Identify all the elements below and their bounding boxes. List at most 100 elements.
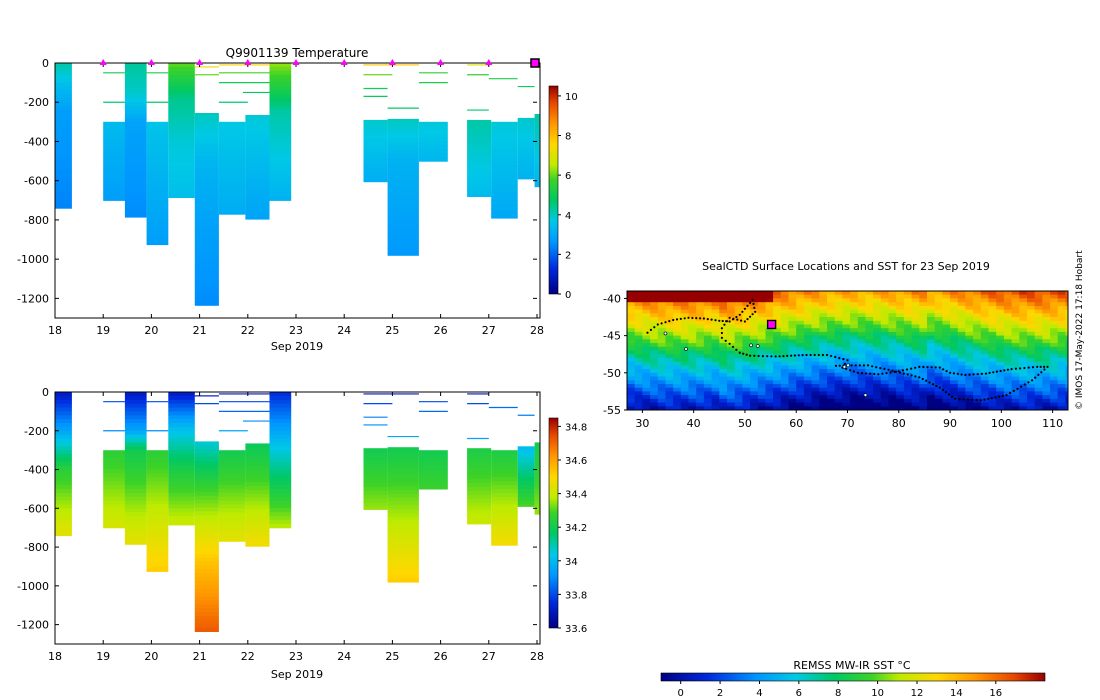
sst-cell	[903, 320, 913, 326]
sst-cell	[703, 357, 713, 363]
sst-cell	[665, 372, 674, 378]
sst-cell	[950, 302, 959, 307]
sst-cell	[1034, 335, 1043, 340]
profile-slice	[467, 494, 492, 500]
sst-cell	[1057, 320, 1066, 326]
sst-cell	[927, 387, 936, 392]
profile-slice	[467, 182, 492, 188]
sst-cell	[650, 309, 659, 314]
profile-slice	[534, 488, 540, 494]
sst-cell	[627, 365, 636, 370]
profile-slice	[467, 159, 492, 164]
sst-cell	[665, 350, 674, 355]
profile-slice	[194, 538, 219, 543]
profile-slice	[245, 528, 270, 534]
sst-cell	[1011, 331, 1020, 337]
sst-cell	[1011, 294, 1020, 299]
sst-cell	[742, 302, 751, 307]
track-point	[746, 318, 749, 321]
track-point	[751, 313, 754, 316]
sst-cell	[942, 372, 951, 378]
sst-cell	[865, 361, 874, 366]
sst-cell	[857, 298, 867, 303]
sst-cell	[819, 343, 828, 348]
sst-cell	[834, 343, 843, 348]
profile-slice	[517, 141, 535, 146]
sst-cell	[765, 331, 774, 337]
sst-cell	[1057, 291, 1066, 296]
sst-cell	[827, 361, 836, 366]
sst-cell	[627, 324, 636, 329]
sst-cell	[957, 298, 967, 303]
track-point	[958, 398, 961, 401]
profile-slice	[146, 469, 169, 474]
sst-cell	[665, 343, 674, 348]
sst-cell	[903, 291, 913, 296]
profile-slice	[55, 145, 72, 150]
profile-slice	[146, 488, 169, 494]
profile-slice	[124, 519, 147, 525]
sst-cell	[857, 384, 867, 389]
profile-slice	[269, 106, 292, 111]
track-point	[906, 373, 909, 376]
sst-cell	[811, 331, 820, 337]
track-point	[951, 395, 954, 398]
sst-cell	[927, 320, 936, 326]
track-point	[858, 364, 861, 367]
sst-cell	[680, 343, 690, 348]
map-y-tick-label: -45	[603, 330, 621, 343]
sst-cell	[919, 350, 928, 355]
sst-cell	[727, 354, 736, 359]
profile-slice	[467, 490, 492, 496]
sst-cell	[627, 376, 636, 381]
sst-cell	[719, 372, 728, 378]
sst-cell	[950, 350, 959, 355]
sst-cell	[896, 317, 905, 322]
sst-cell	[665, 331, 674, 337]
sst-cell	[673, 298, 682, 303]
profile-slice	[124, 426, 147, 432]
sst-cell	[965, 309, 974, 314]
sst-cell	[850, 309, 859, 314]
sst-cell	[911, 380, 920, 385]
sst-cell	[1019, 361, 1028, 366]
sst-cell	[803, 361, 813, 366]
sst-cell	[880, 294, 890, 299]
sst-cell	[1057, 324, 1066, 329]
profile-slice	[491, 125, 518, 131]
sst-cell	[1057, 398, 1066, 404]
sst-cell	[1019, 354, 1028, 359]
profile-slice	[245, 524, 270, 530]
profile-slice	[269, 129, 292, 135]
track-point	[921, 377, 924, 381]
sst-cell	[896, 369, 905, 374]
profile-slice	[124, 488, 147, 494]
sst-cell	[1042, 313, 1051, 318]
sst-cell	[1042, 361, 1051, 366]
sst-cell	[934, 387, 943, 392]
sst-cell	[973, 309, 982, 314]
profile-slice	[55, 504, 72, 509]
sst-cell	[919, 406, 928, 410]
track-point	[994, 396, 997, 399]
sst-cell	[950, 324, 959, 329]
sst-map-panel: SealCTD Surface Locations and SST for 23…	[603, 250, 1085, 699]
sst-cell	[1057, 391, 1066, 396]
profile-slice	[269, 519, 292, 525]
sst-cell	[965, 320, 974, 326]
profile-slice	[124, 461, 147, 467]
sst-cell	[727, 328, 736, 333]
profile-slice	[467, 502, 492, 507]
sst-cell	[834, 395, 843, 400]
sst-cell	[780, 402, 790, 407]
sst-cell	[657, 361, 667, 366]
profile-slice	[467, 127, 492, 133]
sst-cell	[1050, 361, 1059, 366]
sst-cell	[665, 298, 674, 303]
profile-slice	[55, 496, 72, 502]
profile-slice	[55, 82, 72, 88]
sst-cell	[880, 335, 890, 340]
profile-slice	[194, 612, 219, 617]
sst-cell	[1027, 328, 1036, 333]
sst-cell	[696, 331, 705, 337]
